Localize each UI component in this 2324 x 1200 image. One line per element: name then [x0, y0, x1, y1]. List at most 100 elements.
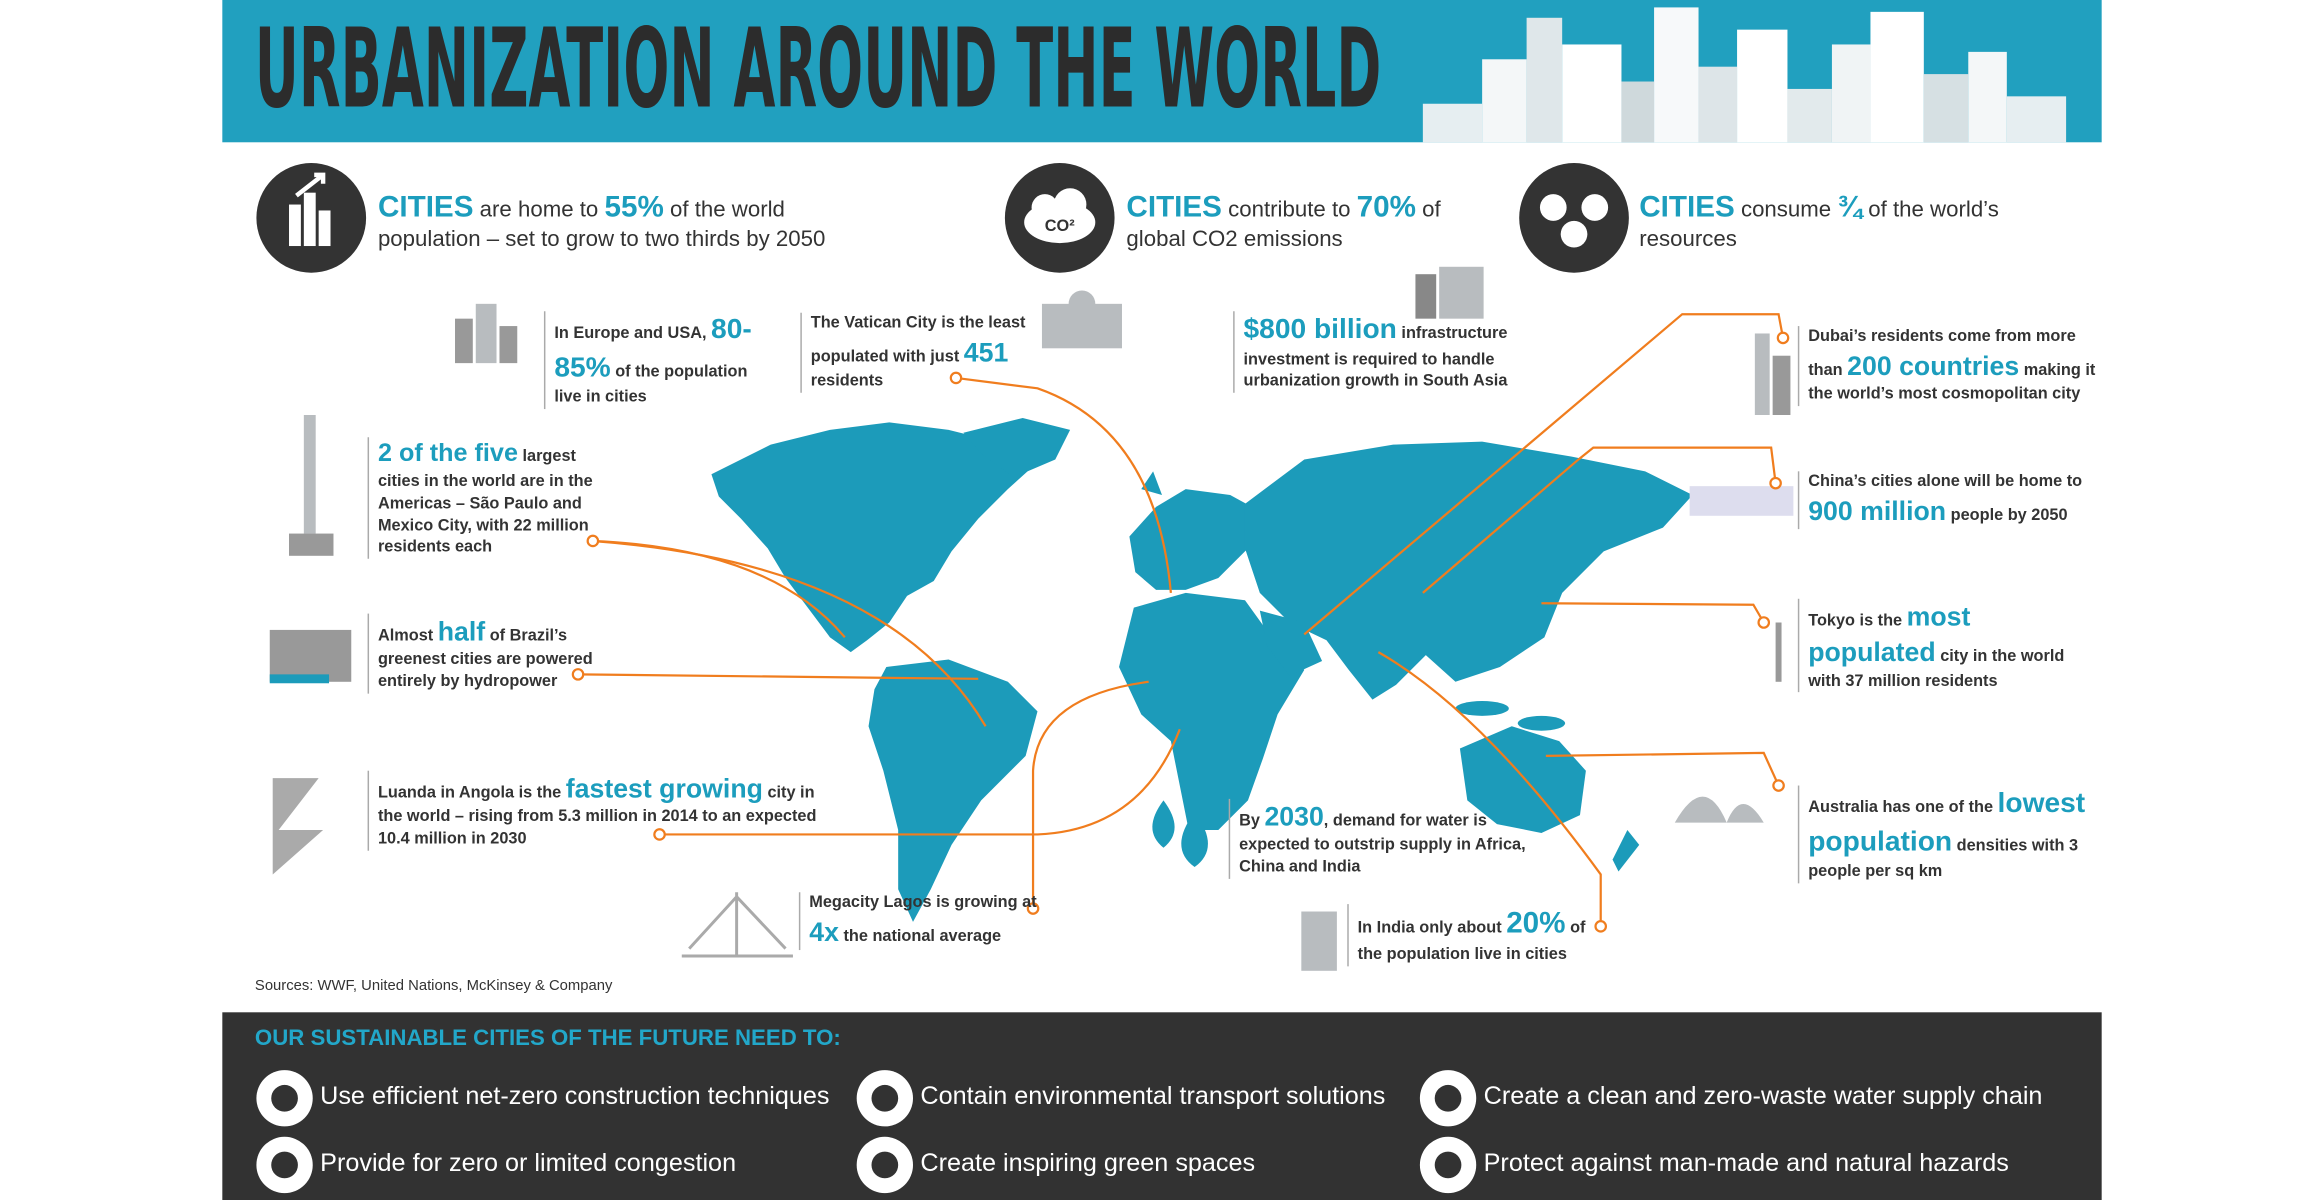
footer-icon-glyph [1434, 1151, 1462, 1179]
leader-dot [571, 668, 585, 681]
leader-dot [653, 828, 666, 841]
title: URBANIZATION AROUND THE WORLD [255, 5, 1381, 133]
text: , demand for water is expected to outstr… [1239, 812, 1526, 877]
footer-icon-glyph [271, 1151, 298, 1179]
highlight: 20% [1506, 907, 1566, 940]
text: Australia has one of the [1808, 798, 1998, 817]
callout-icons [269, 266, 1794, 971]
headline-icons: CO² [256, 163, 1629, 273]
footer-icons [256, 1070, 1477, 1194]
highlight: 4x [809, 917, 839, 947]
footer-item: Contain environmental transport solution… [920, 1081, 1386, 1111]
headline-stat: CITIES consume ¾ of the world’s resource… [1639, 190, 2039, 255]
footer-band [222, 1012, 2102, 1200]
footer-icon-glyph [871, 1151, 899, 1179]
leader-line [592, 539, 987, 727]
callout: In Europe and USA, 80-85% of the populat… [543, 311, 777, 410]
callout: In India only about 20% of the populatio… [1347, 904, 1602, 967]
text: making it the world’s most cosmopolitan … [1808, 361, 2096, 404]
text: Tokyo is the [1808, 612, 1907, 630]
leader-line [1031, 680, 1149, 909]
leader-line [1541, 602, 1765, 624]
callout: Luanda in Angola is the fastest growing … [367, 770, 823, 851]
leader-dot [1769, 476, 1782, 490]
text: consume [1734, 197, 1838, 223]
leader-dot [586, 534, 600, 548]
leader-line [659, 728, 1181, 836]
text: The Vatican City is the least populated … [810, 314, 1026, 366]
text: contribute to [1221, 197, 1357, 223]
text: of the population live in cities [1357, 918, 1586, 964]
highlight: CITIES [377, 191, 474, 224]
highlight: 200 countries [1847, 351, 2020, 381]
footer-item: Protect against man-made and natural haz… [1483, 1148, 2009, 1177]
callout: By 2030, demand for water is expected to… [1228, 798, 1528, 879]
callout: The Vatican City is the least populated … [800, 312, 1055, 393]
text: China’s cities alone will be home to [1808, 472, 2083, 491]
highlight: 70% [1356, 191, 1416, 224]
highlight: half [437, 616, 486, 647]
highlight: CITIES [1639, 191, 1735, 224]
leader-lines [571, 313, 1790, 933]
text: Luanda in Angola is the [377, 784, 566, 802]
text: city in the world with 37 million reside… [1808, 648, 2065, 691]
text: of global CO2 emissions [1126, 197, 1441, 252]
leader-line [1377, 651, 1602, 927]
footer-icon-glyph [1434, 1084, 1462, 1112]
callout: Tokyo is the most populated city in the … [1797, 598, 2090, 693]
text: In Europe and USA, [554, 324, 712, 343]
footer-item: Create inspiring green spaces [920, 1148, 1256, 1177]
footer-item: Provide for zero or limited congestion [320, 1148, 737, 1177]
text: of Brazil’s greenest cities are powered … [377, 626, 593, 691]
leader-line [1303, 313, 1785, 636]
sources: Sources: WWF, United Nations, McKinsey &… [254, 978, 613, 995]
text: In India only about [1357, 918, 1507, 937]
leader-line [955, 376, 1172, 593]
leader-dot [949, 371, 963, 385]
text: infrastructure investment is required to… [1243, 324, 1508, 391]
world-map [711, 417, 1693, 922]
highlight: ¾ [1837, 191, 1863, 224]
text: Dubai’s residents come from more than [1808, 327, 2076, 380]
text: residents [810, 372, 884, 391]
text: people by 2050 [1946, 506, 2068, 525]
highlight: lowest population [1808, 788, 2086, 858]
highlight: fastest growing [565, 773, 763, 804]
footer-item: Use efficient net-zero construction tech… [320, 1081, 830, 1111]
footer-heading: OUR SUSTAINABLE CITIES OF THE FUTURE NEE… [254, 1025, 841, 1051]
callout: 2 of the five largest cities in the worl… [367, 437, 601, 560]
text: By [1239, 812, 1265, 830]
footer-icon-glyph [871, 1084, 899, 1112]
leader-dot [1776, 331, 1790, 345]
skyline [1422, 7, 2067, 143]
highlight: 55% [604, 191, 664, 224]
callout: China’s cities alone will be home to 900… [1797, 471, 2105, 530]
leader-line [1545, 751, 1780, 786]
text: densities with 3 people per sq km [1808, 836, 2079, 881]
text: are home to [473, 197, 605, 223]
headline-stat: CITIES are home to 55% of the world popu… [378, 190, 867, 255]
text: of the world’s resources [1639, 197, 1999, 252]
highlight: most populated [1808, 601, 1971, 668]
text: largest cities in the world are in the A… [377, 447, 593, 557]
highlight: 451 [963, 337, 1009, 368]
callout: Megacity Lagos is growing at 4x the nati… [798, 892, 1054, 951]
highlight: 900 million [1808, 496, 1947, 526]
leader-dot [1594, 920, 1608, 933]
highlight: CITIES [1126, 191, 1222, 224]
leader-dot [1772, 779, 1785, 792]
leader-dot [1026, 902, 1040, 915]
headline-stat: CITIES contribute to 70% of global CO2 e… [1126, 190, 1482, 255]
highlight: 80-85% [554, 314, 752, 384]
text: Megacity Lagos is growing at [809, 893, 1037, 912]
highlight: $800 billion [1243, 314, 1397, 346]
callout: Dubai’s residents come from more than 20… [1797, 326, 2105, 407]
text: Almost [377, 626, 438, 645]
icon-label: CO² [1045, 217, 1075, 235]
text: of the population live in cities [554, 362, 748, 407]
footer-item: Create a clean and zero-waste water supp… [1483, 1081, 2043, 1111]
text: the national average [838, 927, 1002, 946]
